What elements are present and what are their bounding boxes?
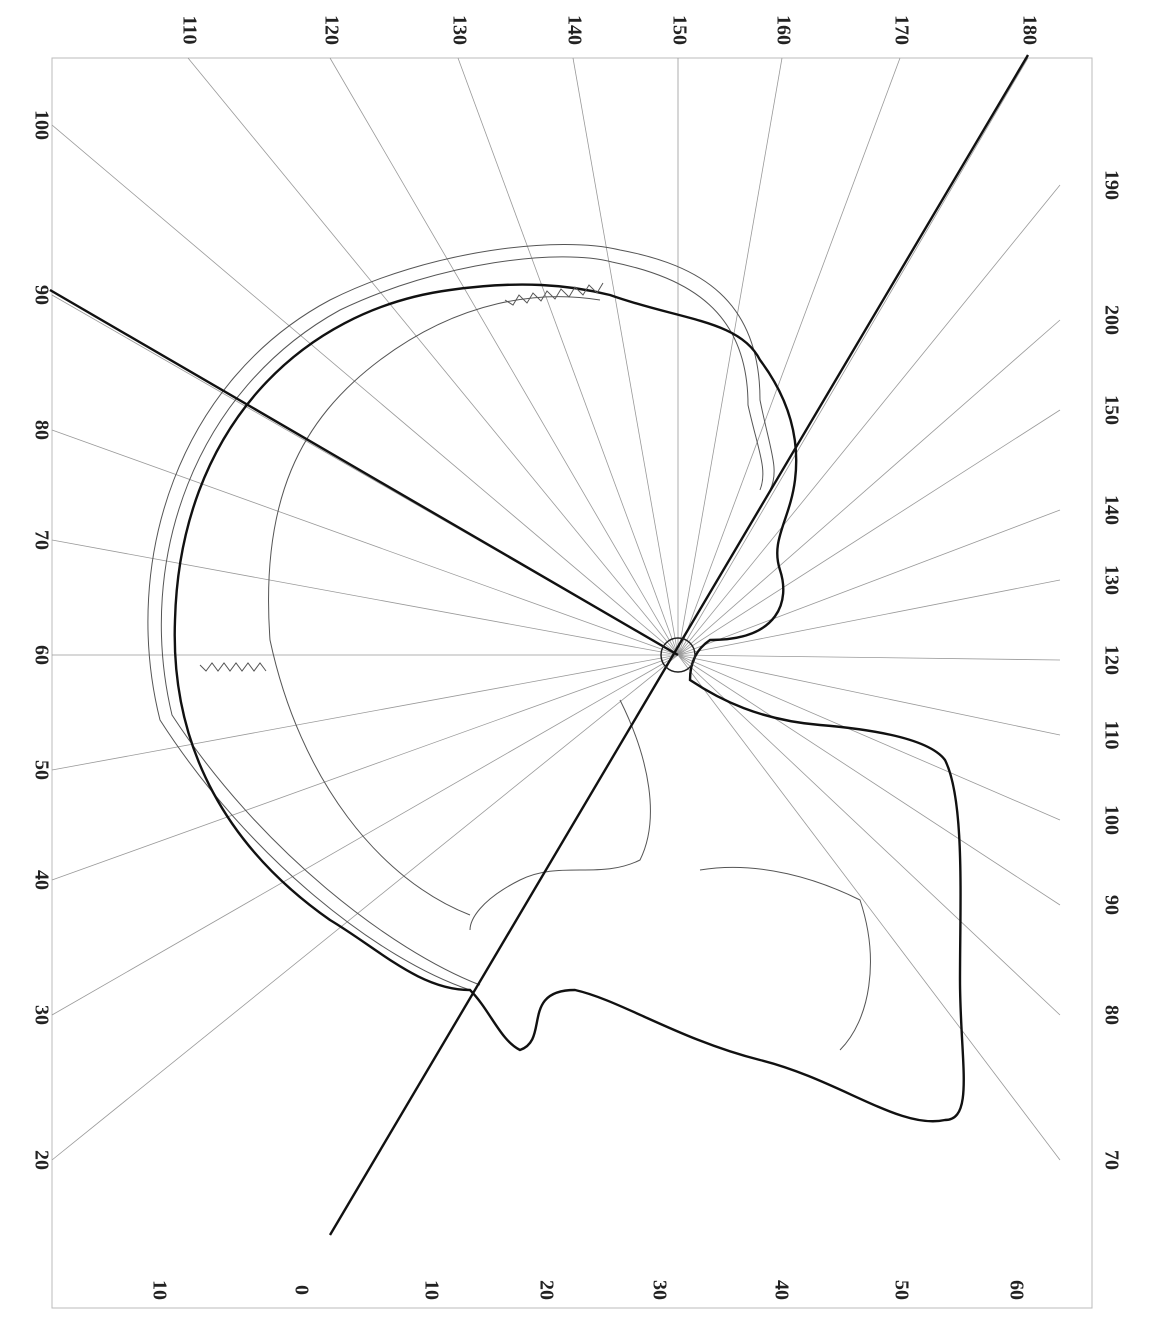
radial-line — [678, 58, 782, 655]
radial-line — [52, 125, 678, 655]
radial-line — [52, 540, 678, 655]
right-scale-label: 90 — [1100, 895, 1122, 915]
radial-line — [678, 320, 1060, 655]
bottom-scale-label: 10 — [148, 1280, 170, 1300]
left-scale-label: 60 — [30, 645, 52, 665]
right-scale-label: 120 — [1100, 645, 1122, 675]
right-scale-label: 70 — [1100, 1150, 1122, 1170]
left-scale-label: 40 — [30, 870, 52, 890]
right-scale-label: 110 — [1100, 721, 1122, 750]
inner-contour — [268, 297, 600, 915]
bottom-scale-label: 50 — [890, 1280, 912, 1300]
suture-1 — [200, 663, 266, 671]
top-scale-label: 170 — [890, 15, 912, 45]
radial-line — [678, 655, 1060, 1015]
radial-line — [52, 655, 678, 770]
radial-line — [458, 58, 678, 655]
bottom-scale-label: 60 — [1005, 1280, 1027, 1300]
radial-line — [52, 430, 678, 655]
right-scale-label: 200 — [1100, 305, 1122, 335]
left-scale-label: 80 — [30, 420, 52, 440]
axis-line — [50, 290, 678, 655]
bottom-scale-label: 0 — [290, 1285, 312, 1295]
top-scale-label: 180 — [1018, 15, 1040, 45]
radial-line — [678, 510, 1060, 655]
radial-line — [52, 655, 678, 1160]
right-scale-label: 190 — [1100, 170, 1122, 200]
orbit-detail — [470, 700, 650, 930]
radial-line — [678, 655, 1060, 660]
right-scale-label: 140 — [1100, 495, 1122, 525]
left-scale-label: 70 — [30, 530, 52, 550]
top-scale-label: 160 — [772, 15, 794, 45]
radial-line — [678, 58, 1028, 655]
radial-line — [188, 58, 678, 655]
bottom-scale-label: 40 — [770, 1280, 792, 1300]
left-scale-label: 90 — [30, 285, 52, 305]
left-scale-label: 50 — [30, 760, 52, 780]
bottom-scale-label: 20 — [535, 1280, 557, 1300]
radial-line — [52, 655, 678, 880]
radial-line — [678, 655, 1060, 820]
outer-contour-2 — [161, 257, 763, 985]
page: {"scales": { "top": ["110", "120", "130"… — [0, 0, 1149, 1323]
skull-diagram: 1101201301401501601701801009080706050403… — [0, 0, 1149, 1323]
bottom-scale-label: 30 — [648, 1280, 670, 1300]
left-scale-label: 20 — [30, 1150, 52, 1170]
radial-line — [678, 655, 1060, 735]
top-scale-label: 130 — [448, 15, 470, 45]
skull-outline — [175, 285, 964, 1122]
radial-line — [678, 58, 900, 655]
base-line — [330, 55, 1028, 1235]
right-scale-label: 150 — [1100, 395, 1122, 425]
right-scale-label: 130 — [1100, 565, 1122, 595]
left-scale-label: 30 — [30, 1005, 52, 1025]
top-scale-label: 110 — [178, 16, 200, 45]
top-scale-label: 140 — [563, 15, 585, 45]
bottom-scale-label: 10 — [420, 1280, 442, 1300]
right-scale-label: 100 — [1100, 805, 1122, 835]
radial-lines — [52, 58, 1060, 1160]
top-scale-label: 150 — [668, 15, 690, 45]
outer-contour — [148, 244, 774, 990]
radial-line — [678, 580, 1060, 655]
top-scale-label: 120 — [320, 15, 342, 45]
left-scale-label: 100 — [30, 110, 52, 140]
right-scale-label: 80 — [1100, 1005, 1122, 1025]
radial-line — [678, 185, 1060, 655]
jaw-detail — [700, 867, 870, 1050]
radial-line — [678, 410, 1060, 655]
radial-line — [52, 655, 678, 1015]
